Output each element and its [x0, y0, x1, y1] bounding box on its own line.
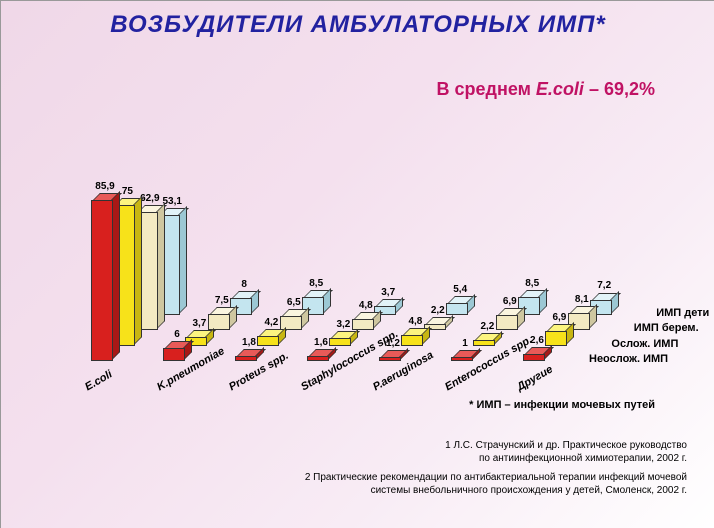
series-label: Ослож. ИМП — [611, 338, 678, 350]
value-label: 4,8 — [408, 316, 422, 327]
value-label: 5,4 — [453, 284, 467, 295]
bar — [379, 359, 399, 361]
value-label: 6,5 — [287, 297, 301, 308]
value-label: 8,5 — [525, 278, 539, 289]
bar — [257, 338, 277, 346]
value-label: 1,8 — [242, 337, 256, 348]
value-label: 2,2 — [431, 305, 445, 316]
ref-line: системы внебольничного происхождения у д… — [305, 484, 687, 497]
value-label: 1 — [462, 338, 468, 349]
value-label: 8,5 — [309, 278, 323, 289]
bar — [208, 316, 228, 330]
ref-line: 2 Практические рекомендации по антибакте… — [305, 471, 687, 484]
bar — [446, 305, 466, 315]
ref-line: по антиинфекционной химиотерапии, 2002 г… — [305, 452, 687, 465]
slide: ВОЗБУДИТЕЛИ АМБУЛАТОРНЫХ ИМП* В среднем … — [0, 0, 714, 528]
avg-species: E.coli — [536, 79, 584, 99]
value-label: 85,9 — [95, 181, 114, 192]
value-label: 6,9 — [552, 312, 566, 323]
bar — [352, 321, 372, 330]
series-label: ИМП берем. — [634, 322, 699, 334]
bar — [235, 358, 255, 361]
footnote: * ИМП – инфекции мочевых путей — [469, 399, 655, 411]
value-label: 4,2 — [264, 317, 278, 328]
bar — [496, 317, 516, 330]
avg-suffix: – 69,2% — [584, 79, 655, 99]
value-label: 4,8 — [359, 300, 373, 311]
bar — [401, 337, 421, 346]
page-title: ВОЗБУДИТЕЛИ АМБУЛАТОРНЫХ ИМП* — [1, 11, 714, 39]
bar — [545, 333, 565, 346]
value-label: 6,9 — [503, 296, 517, 307]
value-label: 75 — [122, 186, 133, 197]
avg-prefix: В среднем — [437, 79, 536, 99]
ref-line: 1 Л.С. Страчунский и др. Практическое ру… — [305, 439, 687, 452]
value-label: 7,5 — [215, 295, 229, 306]
value-label: 8,1 — [575, 294, 589, 305]
bar — [329, 340, 349, 346]
value-label: 2,2 — [480, 321, 494, 332]
bar — [523, 356, 543, 361]
bar — [163, 350, 183, 361]
series-label: Неослож. ИМП — [589, 353, 668, 365]
bar — [451, 359, 471, 361]
bar — [91, 202, 111, 361]
category-label: E.coli — [83, 368, 114, 393]
value-label: 3,7 — [192, 318, 206, 329]
value-label: 6 — [174, 329, 180, 340]
value-label: 7,2 — [597, 280, 611, 291]
bar — [307, 358, 327, 361]
category-label: Другие — [515, 363, 555, 393]
value-label: 8 — [241, 279, 247, 290]
average-line: В среднем E.coli – 69,2% — [437, 79, 655, 100]
value-label: 3,2 — [336, 319, 350, 330]
pathogen-chart: 53,188,53,75,48,57,2ИМП дети62,97,56,54,… — [31, 111, 671, 391]
value-label: 3,7 — [381, 287, 395, 298]
value-label: 1,6 — [314, 337, 328, 348]
series-label: ИМП дети — [656, 307, 709, 319]
references: 1 Л.С. Страчунский и др. Практическое ру… — [305, 439, 687, 497]
bar — [473, 342, 493, 346]
